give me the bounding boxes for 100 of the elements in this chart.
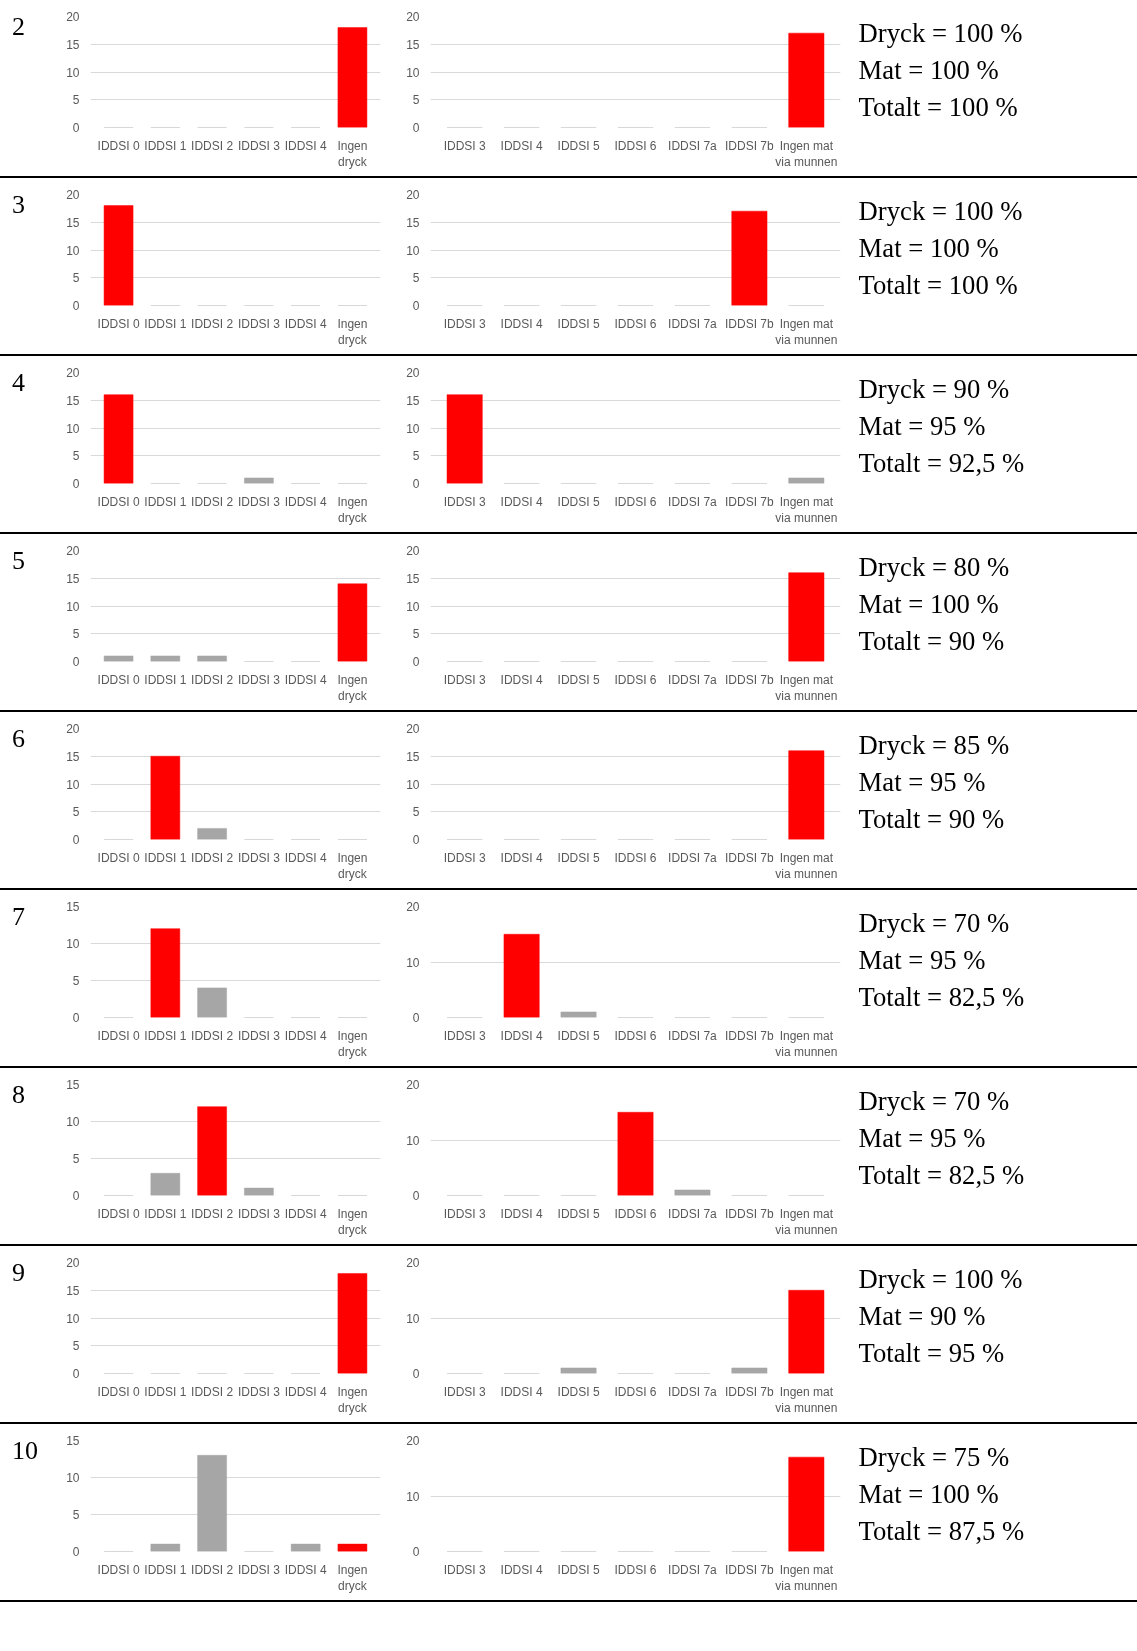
y-tick-label: 20 — [66, 10, 80, 24]
x-tick-label: IDDSI 7b — [725, 1384, 775, 1399]
x-tick-label: Ingen mat via munnen — [775, 850, 838, 882]
x-tick-label: IDDSI 2 — [191, 850, 234, 865]
x-tick-label: Ingen dryck — [337, 316, 368, 348]
x-tick-label: IDDSI 4 — [500, 1206, 543, 1221]
x-tick-label: IDDSI 3 — [443, 316, 486, 331]
y-tick-label: 5 — [72, 627, 80, 642]
x-tick-label: IDDSI 4 — [500, 850, 543, 865]
x-tick-label: IDDSI 0 — [97, 1384, 140, 1399]
x-tick-label: IDDSI 3 — [443, 1206, 486, 1221]
y-tick-label: 10 — [406, 1311, 420, 1326]
y-tick-label: 20 — [406, 10, 420, 24]
x-tick-label: IDDSI 6 — [614, 138, 657, 153]
x-tick-label: Ingen mat via munnen — [775, 316, 838, 348]
y-tick-label: 20 — [406, 1256, 420, 1270]
x-tick-label: IDDSI 7a — [668, 1384, 718, 1399]
text: Totalt = 82,5 % — [858, 1159, 1025, 1190]
x-tick-label: Ingen mat via munnen — [775, 1562, 838, 1594]
y-tick-label: 15 — [66, 1434, 80, 1448]
y-tick-label: 5 — [72, 805, 80, 820]
x-tick-label: IDDSI 5 — [557, 1562, 600, 1577]
x-tick-label: IDDSI 2 — [191, 672, 234, 687]
x-tick-label: IDDSI 7a — [668, 316, 718, 331]
y-tick-label: 0 — [412, 1011, 420, 1025]
text: Dryck = 100 % — [858, 1264, 1023, 1295]
x-tick-label: IDDSI 4 — [284, 138, 327, 153]
y-tick-label: 10 — [66, 937, 80, 951]
x-tick-label: IDDSI 0 — [97, 850, 140, 865]
y-tick-label: 5 — [72, 93, 80, 108]
y-tick-label: 0 — [72, 1545, 80, 1559]
x-tick-label: IDDSI 4 — [500, 1562, 543, 1577]
x-tick-label: IDDSI 1 — [144, 672, 187, 687]
x-tick-label: IDDSI 3 — [237, 494, 281, 509]
x-tick-label: IDDSI 7a — [668, 138, 718, 153]
x-tick-label: IDDSI 3 — [237, 1384, 281, 1399]
x-tick-label: Ingen dryck — [337, 138, 368, 170]
x-tick-label: IDDSI 4 — [500, 1384, 543, 1399]
y-tick-label: 5 — [412, 271, 420, 286]
y-tick-label: 0 — [412, 655, 420, 669]
x-tick-label: IDDSI 6 — [614, 1562, 657, 1577]
chart-title: 2 — [11, 11, 26, 43]
text: Mat = 95 % — [858, 767, 986, 798]
chart-title: 9 — [11, 1257, 26, 1289]
chart-title: 3 — [11, 189, 26, 221]
x-tick-label: IDDSI 3 — [443, 138, 486, 153]
x-tick-label: Ingen dryck — [337, 494, 368, 526]
y-tick-label: 0 — [412, 477, 420, 491]
x-tick-label: IDDSI 5 — [557, 850, 600, 865]
y-tick-label: 5 — [72, 271, 80, 286]
y-tick-label: 0 — [412, 833, 420, 847]
x-tick-label: IDDSI 7a — [668, 1206, 718, 1221]
y-tick-label: 20 — [406, 366, 420, 380]
x-tick-label: Ingen dryck — [337, 1562, 368, 1594]
x-tick-label: IDDSI 4 — [500, 1028, 543, 1043]
text: Mat = 100 % — [858, 1479, 999, 1510]
x-tick-label: IDDSI 4 — [284, 1028, 327, 1043]
y-tick-label: 5 — [412, 93, 420, 108]
text: Dryck = 75 % — [858, 1442, 1010, 1473]
y-tick-label: 0 — [72, 655, 80, 669]
x-tick-label: IDDSI 2 — [191, 1384, 234, 1399]
y-tick-label: 20 — [66, 722, 80, 736]
y-tick-label: 20 — [406, 900, 420, 914]
y-tick-label: 0 — [412, 1545, 420, 1559]
x-tick-label: Ingen mat via munnen — [775, 1028, 838, 1060]
y-tick-label: 15 — [66, 571, 80, 586]
x-tick-label: IDDSI 1 — [144, 850, 187, 865]
chart-title: 8 — [11, 1079, 26, 1111]
text: Totalt = 90 % — [858, 625, 1005, 656]
y-tick-label: 0 — [72, 1367, 80, 1381]
y-tick-label: 5 — [412, 449, 420, 464]
x-tick-label: IDDSI 0 — [97, 494, 140, 509]
x-tick-label: IDDSI 0 — [97, 672, 140, 687]
chart-title: 5 — [11, 545, 26, 577]
y-tick-label: 5 — [72, 1152, 80, 1166]
text: Mat = 95 % — [858, 1123, 986, 1154]
x-tick-label: IDDSI 7b — [725, 1562, 775, 1577]
x-tick-label: IDDSI 6 — [614, 672, 657, 687]
y-tick-label: 0 — [412, 299, 420, 313]
x-tick-label: IDDSI 4 — [500, 672, 543, 687]
y-tick-label: 15 — [406, 37, 420, 52]
x-tick-label: IDDSI 7a — [668, 1562, 718, 1577]
y-tick-label: 5 — [72, 1339, 80, 1354]
y-tick-label: 0 — [72, 1189, 80, 1203]
x-tick-label: IDDSI 6 — [614, 1384, 657, 1399]
x-tick-label: IDDSI 4 — [500, 494, 543, 509]
y-tick-label: 10 — [406, 65, 420, 80]
y-tick-label: 20 — [406, 188, 420, 202]
y-tick-label: 20 — [406, 722, 420, 736]
y-tick-label: 5 — [72, 1508, 80, 1522]
text: Dryck = 100 % — [858, 18, 1023, 49]
text: Totalt = 92,5 % — [858, 447, 1025, 478]
y-tick-label: 10 — [66, 777, 80, 792]
x-tick-label: IDDSI 3 — [237, 1028, 281, 1043]
x-tick-label: Ingen dryck — [337, 672, 368, 704]
y-tick-label: 0 — [72, 299, 80, 313]
x-tick-label: IDDSI 4 — [284, 850, 327, 865]
y-tick-label: 0 — [72, 1011, 80, 1025]
x-tick-label: IDDSI 0 — [97, 316, 140, 331]
x-tick-label: IDDSI 5 — [557, 672, 600, 687]
